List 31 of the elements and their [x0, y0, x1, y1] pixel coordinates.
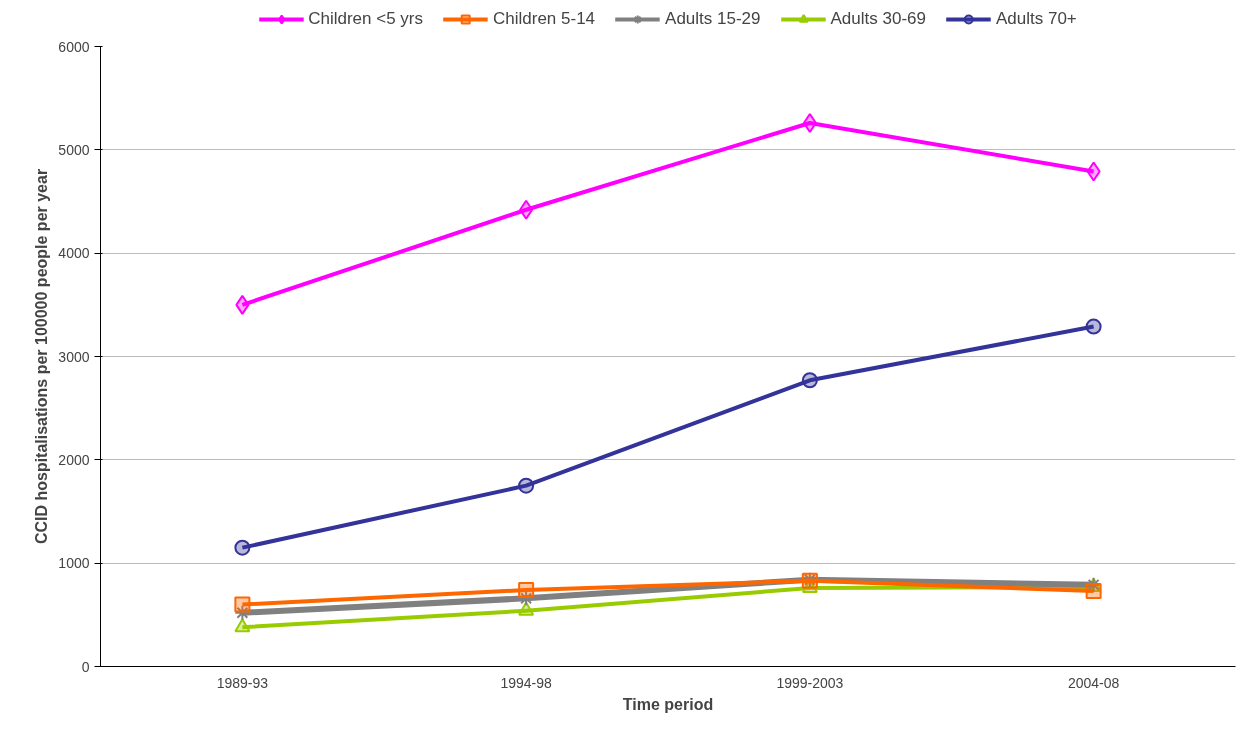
x-axis-title: Time period	[622, 695, 714, 713]
x-tick-label: 2004-08	[1067, 674, 1120, 691]
y-tick-label: 6000	[58, 38, 90, 55]
y-tick-label: 2000	[58, 451, 90, 468]
legend-label: Adults 70+	[995, 9, 1077, 29]
point	[235, 294, 250, 315]
x-tick-label: 1999-2003	[776, 674, 844, 691]
point	[801, 372, 818, 389]
y-tick-label: 4000	[58, 245, 90, 262]
point	[802, 112, 817, 133]
point	[518, 477, 535, 494]
point	[519, 199, 534, 220]
point	[1085, 583, 1102, 600]
y-tick-label: 5000	[58, 141, 90, 158]
legend-label: Children <5 yrs	[308, 9, 424, 29]
legend-label: Children 5-14	[493, 9, 596, 29]
point	[234, 539, 251, 556]
y-tick-label: 3000	[58, 348, 90, 365]
point	[1085, 318, 1102, 335]
legend-label: Adults 30-69	[830, 9, 926, 29]
point	[518, 582, 535, 599]
legend-label: Adults 15-29	[665, 9, 761, 29]
y-axis-title: CCID hospitalisations per 100000 people per year	[33, 168, 51, 545]
point	[1086, 161, 1101, 182]
point	[234, 618, 251, 633]
x-tick-label: 1994-98	[500, 674, 553, 691]
y-tick-label: 1000	[58, 555, 90, 572]
point	[234, 596, 251, 613]
point	[518, 601, 535, 616]
x-tick-label: 1989-93	[216, 674, 269, 691]
y-tick-label: 0	[81, 658, 90, 675]
